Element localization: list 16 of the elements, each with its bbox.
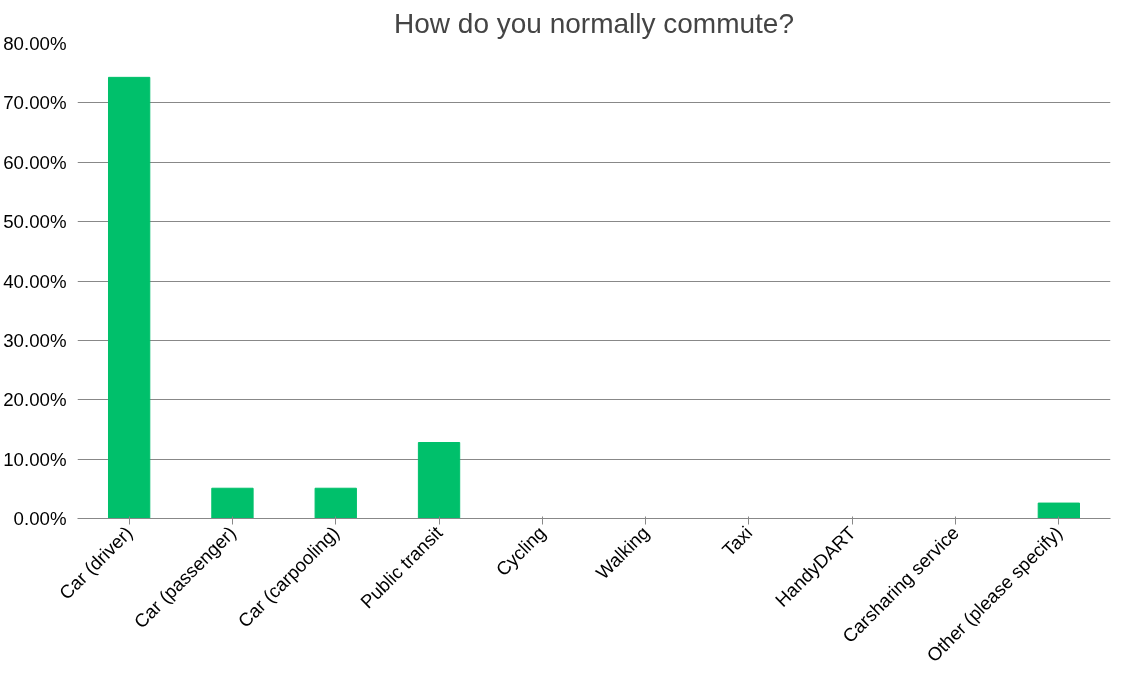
y-tick-label: 30.00% bbox=[3, 329, 67, 351]
bar bbox=[417, 442, 461, 519]
chart-title: How do you normally commute? bbox=[394, 7, 794, 39]
bar bbox=[314, 487, 357, 519]
y-tick-label: 80.00% bbox=[3, 33, 67, 54]
y-tick-label: 60.00% bbox=[3, 151, 67, 173]
y-tick-label: 50.00% bbox=[3, 211, 67, 233]
y-tick-label: 20.00% bbox=[3, 389, 67, 411]
x-tick-label: Taxi bbox=[718, 522, 757, 561]
bar bbox=[211, 487, 254, 519]
y-tick-label: 70.00% bbox=[3, 92, 67, 114]
bar bbox=[1037, 502, 1081, 519]
y-tick-label: 40.00% bbox=[3, 270, 67, 292]
y-tick-label: 0.00% bbox=[13, 508, 67, 529]
bar bbox=[107, 76, 151, 519]
y-tick-label: 10.00% bbox=[3, 448, 67, 470]
